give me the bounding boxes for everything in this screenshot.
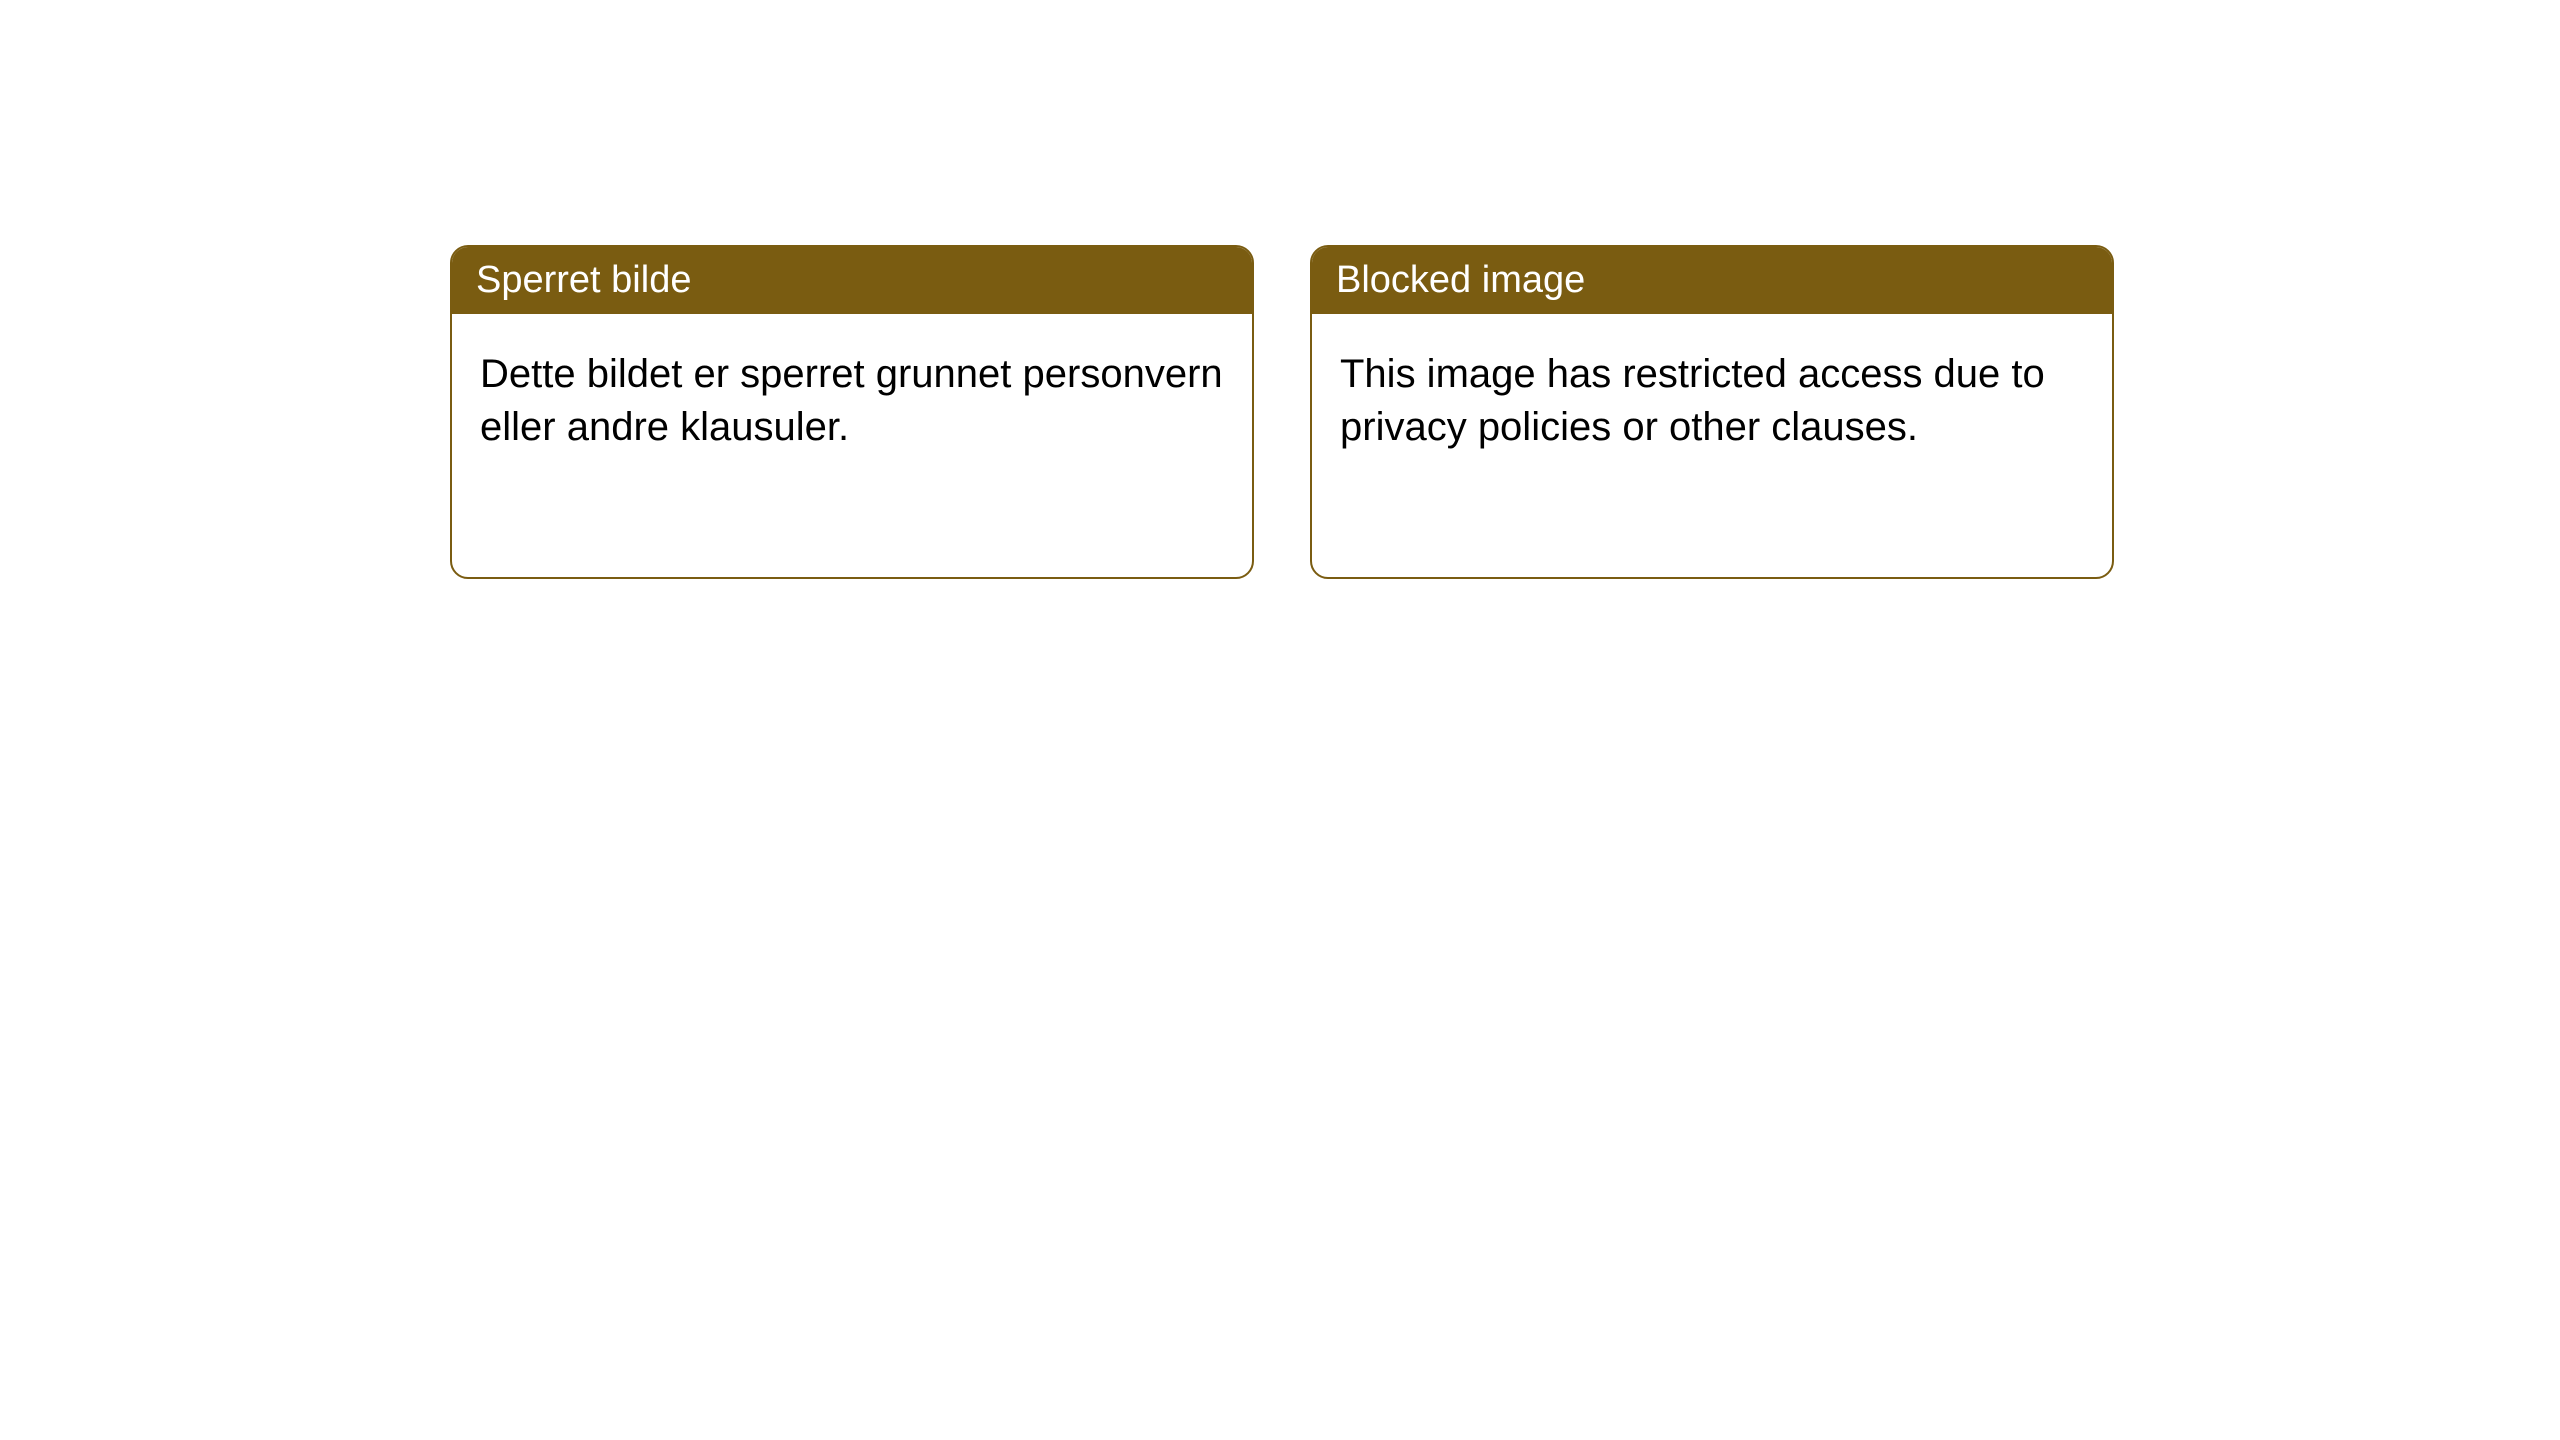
card-title-en: Blocked image [1336,259,1585,301]
card-header-en: Blocked image [1312,247,2112,314]
card-message-en: This image has restricted access due to … [1340,352,2045,449]
card-body-no: Dette bildet er sperret grunnet personve… [452,314,1252,488]
blocked-image-card-no: Sperret bilde Dette bildet er sperret gr… [450,245,1254,579]
card-message-no: Dette bildet er sperret grunnet personve… [480,352,1223,449]
card-title-no: Sperret bilde [476,259,691,301]
card-header-no: Sperret bilde [452,247,1252,314]
card-body-en: This image has restricted access due to … [1312,314,2112,488]
cards-container: Sperret bilde Dette bildet er sperret gr… [450,245,2114,579]
blocked-image-card-en: Blocked image This image has restricted … [1310,245,2114,579]
